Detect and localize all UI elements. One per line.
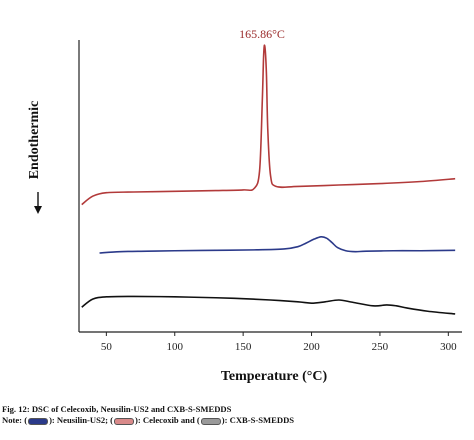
- x-tick-label-250: 250: [372, 341, 389, 353]
- peak-annotation: 165.86°C: [239, 27, 285, 41]
- x-tick-label-200: 200: [303, 341, 320, 353]
- series-line-neusilin-us2: [99, 235, 456, 254]
- x-tick-label-100: 100: [167, 341, 184, 353]
- x-ticks: 50 100 150 200 250 300: [101, 332, 457, 353]
- curves: [81, 44, 456, 315]
- caption-note-prefix: Note: (: [2, 415, 28, 425]
- dsc-chart: 50 100 150 200 250 300 Endothermic Temperatur…: [27, 27, 462, 384]
- y-axis-title: Endothermic: [27, 101, 42, 180]
- caption-title: Fig. 12: DSC of Celecoxib, Neusilin-US2 …: [2, 404, 232, 414]
- series-line-cxb-s-smedds: [81, 295, 456, 315]
- neusilin-swatch: [28, 417, 49, 425]
- x-tick-label-150: 150: [235, 341, 252, 353]
- x-tick-label-300: 300: [440, 341, 457, 353]
- celecoxib-swatch: [114, 417, 135, 425]
- caption-note-part1: ): Neusilin-US2; (: [49, 415, 114, 425]
- series-line-celecoxib: [81, 44, 456, 206]
- axes: [78, 40, 462, 333]
- x-axis-title: Temperature (°C): [221, 369, 328, 384]
- figure-caption: Fig. 12: DSC of Celecoxib, Neusilin-US2 …: [2, 404, 472, 426]
- smedds-swatch: [200, 417, 221, 425]
- caption-note-part2: ): Celecoxib and (: [135, 415, 200, 425]
- endothermic-down-arrow: [34, 192, 42, 214]
- caption-note: Note: ( ): Neusilin-US2; ( ): Celecoxib an…: [2, 415, 472, 426]
- caption-note-part3: ): CXB-S-SMEDDS: [221, 415, 295, 425]
- x-tick-label-50: 50: [101, 341, 113, 353]
